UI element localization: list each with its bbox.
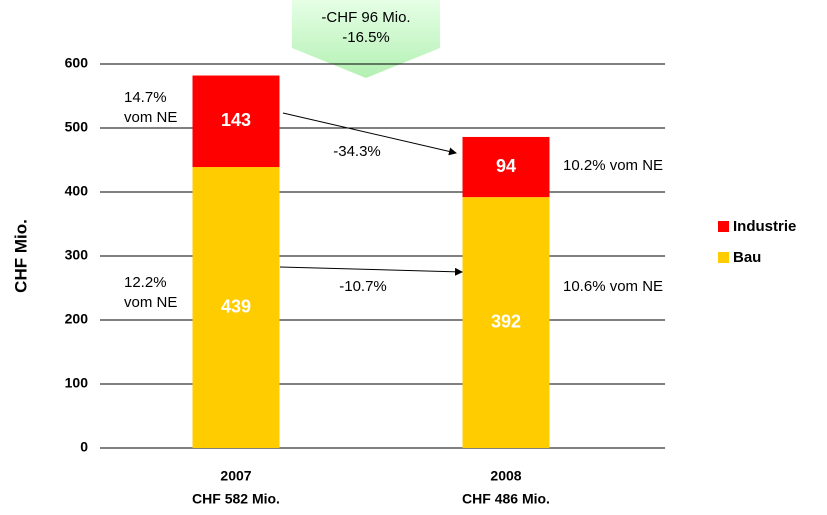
y-tick-label: 600 <box>65 55 89 71</box>
change-arrow-line <box>282 112 457 156</box>
annotation: 12.2% <box>124 274 167 291</box>
y-tick-label: 100 <box>65 375 89 391</box>
bar-segment <box>192 75 280 168</box>
change-arrow-line <box>279 266 463 276</box>
annotation: -10.7% <box>339 278 387 295</box>
annotation: 10.2% vom NE <box>563 157 663 174</box>
legend-swatch <box>718 252 729 263</box>
x-tick-sublabel: CHF 486 Mio. <box>462 491 550 507</box>
y-tick-label: 200 <box>65 311 89 327</box>
annotation: 10.6% vom NE <box>563 278 663 295</box>
bar-segment <box>462 136 550 198</box>
y-tick-label: 0 <box>80 439 88 455</box>
legend-swatch <box>718 221 729 232</box>
data-label: 439 <box>221 296 251 316</box>
annotation: -34.3% <box>333 143 381 160</box>
y-tick-label: 400 <box>65 183 89 199</box>
bar-segment <box>462 197 550 448</box>
x-tick-label: 2008 <box>490 468 521 484</box>
annotation: vom NE <box>124 294 177 311</box>
data-label: 143 <box>221 110 251 130</box>
y-axis-label: CHF Mio. <box>11 219 30 293</box>
change-arrow <box>292 0 440 78</box>
legend-label: Industrie <box>733 218 796 235</box>
annotation: vom NE <box>124 109 177 126</box>
y-tick-label: 500 <box>65 119 89 135</box>
annotation: -16.5% <box>342 29 390 46</box>
data-label: 392 <box>491 311 521 331</box>
legend-label: Bau <box>733 249 761 266</box>
annotation: -CHF 96 Mio. <box>321 9 410 26</box>
x-tick-label: 2007 <box>220 468 251 484</box>
annotation: 14.7% <box>124 89 167 106</box>
y-tick-label: 300 <box>65 247 89 263</box>
bar-segment <box>192 167 280 449</box>
x-tick-sublabel: CHF 582 Mio. <box>192 491 280 507</box>
data-label: 94 <box>496 156 516 176</box>
